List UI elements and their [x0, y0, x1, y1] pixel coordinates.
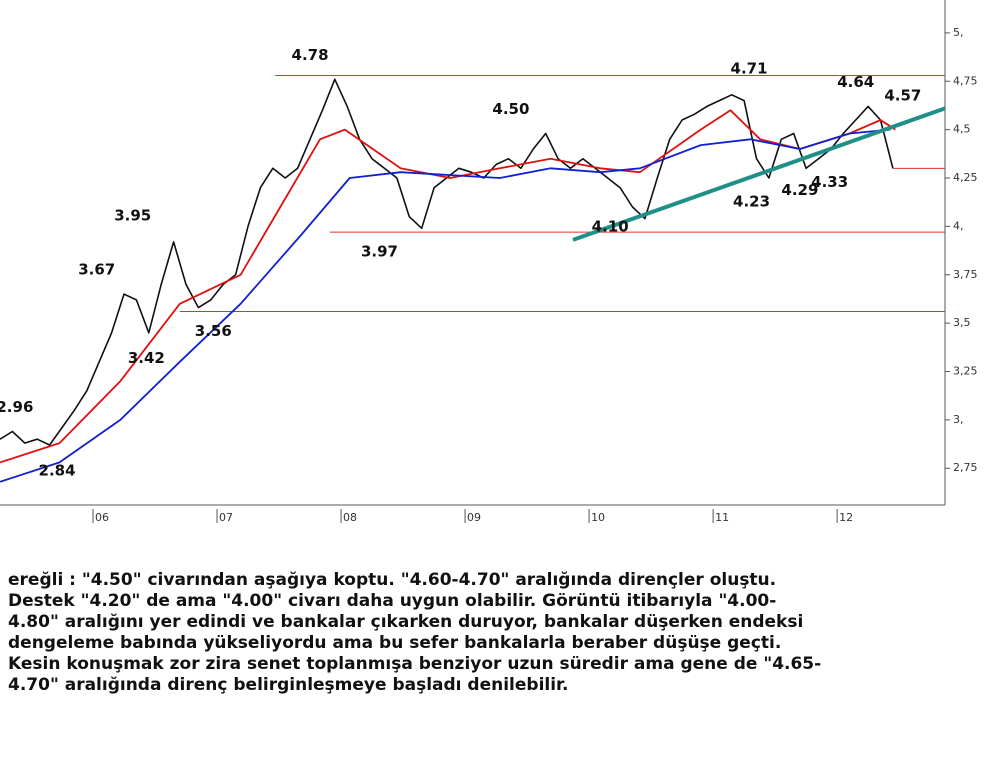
commentary-line: 4.70" aralığında direnç belirginleşmeye … — [8, 675, 569, 695]
x-tick-label: 11 — [715, 511, 729, 524]
y-tick-label: 4,25 — [953, 171, 978, 184]
y-tick-label: 2,75 — [953, 461, 978, 474]
price-annotation: 4.64 — [837, 73, 874, 91]
y-tick-label: 4,5 — [953, 123, 971, 136]
price-annotation: 4.33 — [811, 173, 848, 191]
x-tick-label: 08 — [343, 511, 357, 524]
chart: 5, 4,75 4,5 4,25 4, 3,75 3,5 3,25 3, 2,75 06 07 08 09… — [0, 0, 978, 524]
price-annotation: 4.23 — [733, 192, 770, 210]
price-annotation: 3.56 — [195, 322, 232, 340]
commentary-line: 4.80" aralığını yer edindi ve bankalar ç… — [8, 612, 804, 632]
commentary: ereğli : "4.50" civarından aşağıya koptu… — [8, 570, 998, 696]
price-annotation: 4.57 — [884, 87, 921, 105]
price-annotation: 4.50 — [492, 100, 529, 118]
x-tick-label: 09 — [467, 511, 481, 524]
price-line — [0, 128, 891, 483]
price-annotation: 2.96 — [0, 398, 33, 416]
y-tick-label: 3, — [953, 413, 964, 426]
y-tick-label: 5, — [953, 26, 964, 39]
price-line — [0, 78, 894, 446]
x-tick-label: 07 — [219, 511, 233, 524]
price-line — [0, 109, 896, 464]
y-tick-label: 4, — [953, 219, 964, 232]
price-annotation: 2.84 — [39, 461, 76, 479]
price-annotation: 4.29 — [781, 181, 818, 199]
x-tick-label: 06 — [95, 511, 109, 524]
price-annotation: 4.71 — [731, 60, 768, 78]
price-annotation: 3.42 — [128, 349, 165, 367]
y-tick-label: 4,75 — [953, 74, 978, 87]
commentary-line: Destek "4.20" de ama "4.00" civarı daha … — [8, 591, 777, 611]
y-tick-label: 3,75 — [953, 268, 978, 281]
y-tick-label: 3,25 — [953, 364, 978, 377]
price-annotation: 3.95 — [114, 207, 151, 225]
y-tick-label: 3,5 — [953, 316, 971, 329]
commentary-line: dengeleme babında yükseliyordu ama bu se… — [8, 633, 782, 653]
price-annotation: 4.78 — [292, 46, 329, 64]
x-tick-label: 10 — [591, 511, 605, 524]
commentary-line: Kesin konuşmak zor zira senet toplanmışa… — [8, 654, 822, 674]
x-tick-label: 12 — [839, 511, 853, 524]
price-annotation: 3.67 — [78, 261, 115, 279]
price-annotation: 4.10 — [592, 218, 629, 236]
commentary-line: ereğli : "4.50" civarından aşağıya koptu… — [8, 570, 777, 590]
price-annotation: 3.97 — [361, 243, 398, 261]
trend-line — [572, 106, 946, 242]
